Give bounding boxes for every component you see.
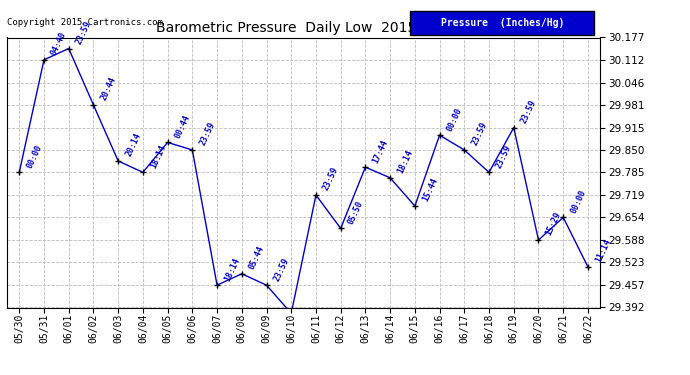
Text: 00:44: 00:44 (173, 113, 192, 140)
Text: 05:44: 05:44 (247, 244, 266, 271)
Text: 05:50: 05:50 (346, 199, 365, 226)
Text: 23:59: 23:59 (322, 166, 340, 192)
Text: 00:00: 00:00 (569, 188, 587, 214)
Text: Pressure  (Inches/Hg): Pressure (Inches/Hg) (441, 18, 564, 28)
Text: Copyright 2015 Cartronics.com: Copyright 2015 Cartronics.com (7, 18, 163, 27)
Text: 15:44: 15:44 (420, 177, 439, 203)
FancyBboxPatch shape (411, 10, 594, 35)
Text: 23:59: 23:59 (75, 19, 93, 46)
Text: 23:59: 23:59 (495, 143, 513, 170)
Text: 20:44: 20:44 (99, 76, 118, 102)
Text: 23:59: 23:59 (520, 98, 538, 125)
Text: 17:44: 17:44 (371, 138, 390, 164)
Text: 15:29: 15:29 (544, 211, 563, 237)
Text: 23:59: 23:59 (198, 121, 217, 147)
Text: 23:59: 23:59 (470, 121, 489, 147)
Text: 00:00: 00:00 (445, 106, 464, 132)
Text: 18:14: 18:14 (395, 148, 415, 175)
Text: 11:14: 11:14 (593, 238, 612, 264)
Text: 00:00: 00:00 (25, 143, 43, 170)
Title: Barometric Pressure  Daily Low  20150623: Barometric Pressure Daily Low 20150623 (156, 21, 451, 35)
Text: 20:14: 20:14 (124, 132, 142, 158)
Text: 04:40: 04:40 (50, 31, 68, 57)
Text: 23:59: 23:59 (272, 256, 290, 282)
Text: 05:50: 05:50 (0, 374, 1, 375)
Text: 18:14: 18:14 (148, 143, 167, 170)
Text: 18:14: 18:14 (223, 256, 241, 282)
